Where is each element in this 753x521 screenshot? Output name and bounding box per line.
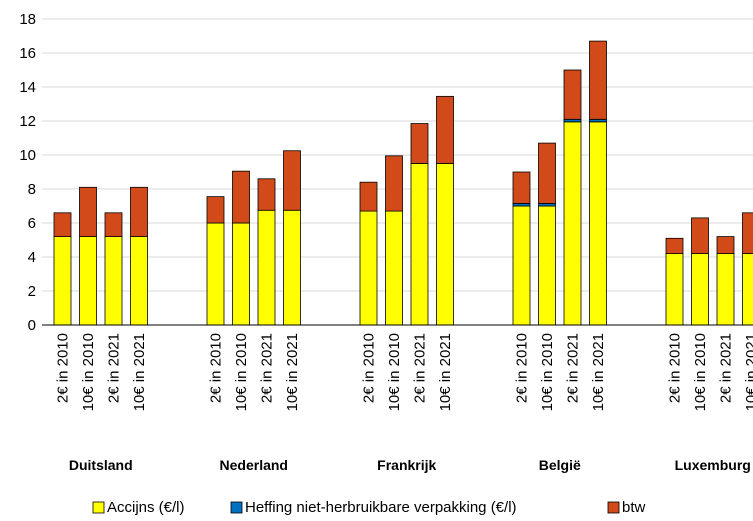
bar-segment-accijns [130, 236, 148, 326]
bar-segment-btw [104, 212, 123, 238]
y-axis-ticks: 0 2 4 6 8 10 12 14 16 18 [19, 11, 36, 334]
bar-segment-btw [130, 186, 148, 238]
bar-segment-accijns [436, 163, 454, 326]
bar-segment-accijns [742, 253, 753, 326]
group-label: Luxemburg [675, 457, 751, 473]
y-tick-label: 16 [19, 45, 36, 62]
group-labels: Duitsland Nederland Frankrijk België Luxembu… [69, 457, 751, 473]
bar-segment-btw [53, 212, 72, 238]
y-tick-label: 18 [19, 11, 36, 28]
x-tick-label: 2€ in 2021 [718, 333, 735, 403]
bar-segment-accijns [538, 205, 556, 326]
bar-segment-accijns [691, 253, 709, 326]
bar-segment-btw [385, 155, 403, 212]
y-tick-label: 8 [28, 181, 36, 198]
y-tick-label: 12 [19, 113, 36, 130]
x-tick-label: 2€ in 2021 [106, 333, 123, 403]
x-tick-label: 10€ in 2010 [539, 333, 556, 411]
bar-segment-accijns [53, 236, 72, 326]
y-tick-label: 6 [28, 215, 36, 232]
y-tick-label: 10 [19, 147, 36, 164]
bar-segment-btw [589, 40, 607, 120]
bar-segment-accijns [283, 209, 301, 326]
bar-segment-accijns [206, 222, 225, 326]
x-tick-label: 10€ in 2021 [284, 333, 301, 411]
bar-segment-btw [742, 212, 753, 255]
legend-swatch [92, 501, 105, 514]
x-tick-label: 2€ in 2010 [667, 333, 684, 403]
x-tick-label: 10€ in 2010 [233, 333, 250, 411]
bar-segment-btw [538, 142, 556, 204]
gridlines [42, 18, 753, 292]
bar-segment-accijns [232, 222, 250, 326]
y-tick-label: 14 [19, 79, 36, 96]
x-tick-label: 10€ in 2010 [386, 333, 403, 411]
x-tick-label: 10€ in 2010 [80, 333, 97, 411]
bar-segment-accijns [716, 253, 735, 326]
bar-segment-accijns [257, 209, 276, 326]
legend-label: Heffing niet-herbruikbare verpakking (€/… [245, 499, 517, 516]
bar-segment-btw [410, 123, 429, 164]
bar-segment-accijns [104, 236, 123, 326]
bar-segment-btw [436, 95, 454, 164]
y-tick-label: 2 [28, 283, 36, 300]
bar-segment-btw [283, 150, 301, 211]
legend: Accijns (€/l) Heffing niet-herbruikbare v… [92, 499, 646, 516]
y-tick-label: 0 [28, 317, 36, 334]
bar-segment-btw [257, 178, 276, 211]
bar-segment-btw [79, 186, 97, 238]
group-label: Duitsland [69, 457, 133, 473]
legend-swatch [607, 501, 620, 514]
x-tick-label: 2€ in 2010 [514, 333, 531, 403]
legend-label: btw [622, 499, 646, 516]
bar-segment-btw [206, 196, 225, 224]
bar-segment-btw [563, 69, 582, 120]
x-tick-label: 2€ in 2010 [208, 333, 225, 403]
group-label: Nederland [220, 457, 288, 473]
legend-label: Accijns (€/l) [107, 499, 185, 516]
x-tick-label: 2€ in 2021 [565, 333, 582, 403]
x-tick-label: 2€ in 2010 [55, 333, 72, 403]
bar-segment-btw [716, 236, 735, 255]
x-tick-label: 2€ in 2021 [259, 333, 276, 403]
bar-segment-btw [691, 217, 709, 254]
group-label: België [539, 457, 581, 473]
bar-segment-accijns [385, 210, 403, 326]
bar-segment-btw [359, 181, 378, 212]
x-tick-label: 10€ in 2021 [437, 333, 454, 411]
bar-segment-accijns [512, 205, 531, 326]
category-labels: 2€ in 2010 10€ in 2010 2€ in 2021 10€ in 20… [55, 333, 753, 411]
bars [53, 40, 753, 326]
x-tick-label: 10€ in 2021 [590, 333, 607, 411]
group-label: Frankrijk [377, 457, 436, 473]
x-tick-label: 2€ in 2021 [412, 333, 429, 403]
bar-segment-accijns [410, 163, 429, 326]
bar-segment-btw [665, 237, 684, 255]
x-tick-label: 10€ in 2021 [743, 333, 753, 411]
x-tick-label: 2€ in 2010 [361, 333, 378, 403]
bar-segment-accijns [359, 210, 378, 326]
bar-segment-btw [512, 171, 531, 204]
legend-swatch [230, 501, 243, 514]
x-tick-label: 10€ in 2010 [692, 333, 709, 411]
bar-segment-accijns [665, 253, 684, 326]
bar-segment-accijns [589, 121, 607, 326]
bar-segment-accijns [79, 236, 97, 326]
bar-segment-accijns [563, 121, 582, 326]
x-tick-label: 10€ in 2021 [131, 333, 148, 411]
y-tick-label: 4 [28, 249, 36, 266]
bar-segment-btw [232, 170, 250, 224]
